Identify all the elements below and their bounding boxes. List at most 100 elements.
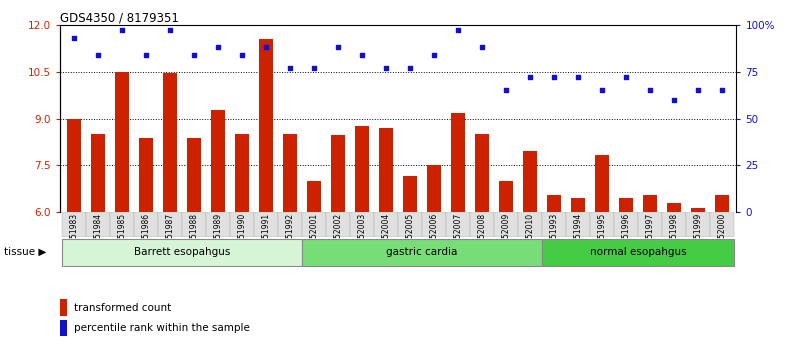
Bar <box>590 212 614 237</box>
Bar <box>542 212 566 237</box>
Point <box>164 28 177 33</box>
Point <box>548 74 560 80</box>
Bar <box>86 212 110 237</box>
Bar <box>716 195 728 212</box>
Text: GSM851995: GSM851995 <box>598 213 607 259</box>
Bar <box>518 212 542 237</box>
Point <box>140 52 153 58</box>
Bar <box>619 198 633 212</box>
Text: GSM852009: GSM852009 <box>501 213 510 259</box>
Point <box>451 28 464 33</box>
Bar <box>326 212 350 237</box>
Bar <box>278 212 302 237</box>
Text: GSM852010: GSM852010 <box>525 213 534 259</box>
Bar <box>163 73 177 212</box>
Text: GSM851987: GSM851987 <box>166 213 174 259</box>
Text: GSM851988: GSM851988 <box>189 213 198 259</box>
Point <box>524 74 537 80</box>
Point <box>475 45 488 50</box>
Bar <box>92 133 105 212</box>
Point <box>332 45 345 50</box>
Bar <box>667 203 681 212</box>
Bar <box>691 208 704 212</box>
Point <box>595 87 608 93</box>
Bar <box>158 212 182 237</box>
Bar <box>404 176 416 212</box>
Point <box>236 52 248 58</box>
Text: gastric cardia: gastric cardia <box>386 247 458 257</box>
Bar <box>662 212 686 237</box>
Bar <box>134 212 158 237</box>
Point <box>716 87 728 93</box>
Point <box>427 52 440 58</box>
Bar <box>188 138 201 212</box>
Point <box>259 45 272 50</box>
Text: GSM852001: GSM852001 <box>310 213 318 259</box>
Bar <box>60 320 67 336</box>
Bar <box>212 110 224 212</box>
Text: GSM852004: GSM852004 <box>381 213 391 259</box>
Text: GSM851996: GSM851996 <box>622 213 630 259</box>
Bar <box>115 72 129 212</box>
Text: GSM852002: GSM852002 <box>334 213 342 259</box>
Bar <box>182 212 206 237</box>
Point <box>619 74 632 80</box>
Point <box>380 65 392 71</box>
Bar <box>331 135 345 212</box>
Text: percentile rank within the sample: percentile rank within the sample <box>73 323 249 333</box>
Text: GSM851986: GSM851986 <box>142 213 150 259</box>
Text: normal esopahgus: normal esopahgus <box>590 247 686 257</box>
Bar <box>139 138 153 212</box>
Bar <box>380 128 392 212</box>
Bar <box>614 212 638 237</box>
Bar <box>206 212 230 237</box>
Bar <box>230 212 254 237</box>
Text: GSM851999: GSM851999 <box>693 213 702 259</box>
Bar <box>638 212 662 237</box>
Text: GSM851984: GSM851984 <box>94 213 103 259</box>
Text: GSM852008: GSM852008 <box>478 213 486 259</box>
Bar <box>710 212 734 237</box>
Bar <box>259 39 273 212</box>
Bar <box>548 195 560 212</box>
Point <box>356 52 369 58</box>
Bar <box>62 239 302 266</box>
Text: GSM851994: GSM851994 <box>573 213 583 259</box>
Bar <box>307 181 321 212</box>
Bar <box>62 212 86 237</box>
Bar <box>68 119 80 212</box>
Text: transformed count: transformed count <box>73 303 171 313</box>
Point <box>404 65 416 71</box>
Point <box>68 35 80 41</box>
Point <box>643 87 656 93</box>
Text: GSM852003: GSM852003 <box>357 213 366 259</box>
Text: GDS4350 / 8179351: GDS4350 / 8179351 <box>60 12 178 25</box>
Point <box>692 87 704 93</box>
Bar <box>422 212 446 237</box>
Bar <box>595 155 608 212</box>
Text: GSM851997: GSM851997 <box>646 213 654 259</box>
Text: Barrett esopahgus: Barrett esopahgus <box>134 247 230 257</box>
Text: GSM851992: GSM851992 <box>286 213 295 259</box>
Point <box>92 52 104 58</box>
Text: GSM851990: GSM851990 <box>237 213 247 259</box>
Point <box>283 65 296 71</box>
Bar <box>302 212 326 237</box>
Bar <box>427 165 441 212</box>
Text: GSM851983: GSM851983 <box>69 213 79 259</box>
Bar <box>350 212 374 237</box>
Bar <box>451 113 465 212</box>
Bar <box>523 152 537 212</box>
Bar <box>302 239 542 266</box>
Bar <box>60 299 67 316</box>
Point <box>500 87 513 93</box>
Point <box>115 28 128 33</box>
Text: tissue ▶: tissue ▶ <box>4 247 46 257</box>
Text: GSM851991: GSM851991 <box>262 213 271 259</box>
Bar <box>254 212 278 237</box>
Text: GSM852007: GSM852007 <box>454 213 462 259</box>
Bar <box>643 195 657 212</box>
Bar <box>355 126 369 212</box>
Bar <box>499 181 513 212</box>
Bar <box>566 212 590 237</box>
